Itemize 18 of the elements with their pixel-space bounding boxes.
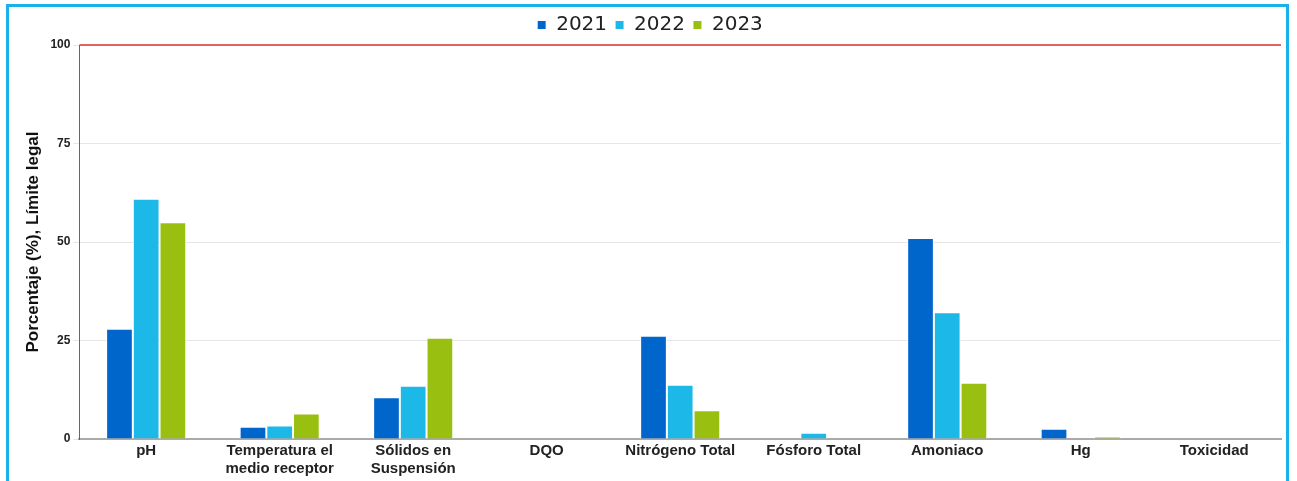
y-tick-label: 75	[57, 135, 71, 150]
legend-label: 2022	[634, 11, 685, 36]
x-tick-label: Sólidos en Suspensión	[370, 441, 456, 477]
y-tick-label: 100	[50, 37, 71, 52]
legend-label: 2021	[556, 11, 608, 36]
x-tick-label: DQO	[529, 441, 565, 459]
x-tick-label: Nitrógeno Total	[625, 441, 736, 459]
x-tick-label: Amoniaco	[910, 441, 984, 459]
y-tick-label: 50	[57, 234, 71, 249]
y-axis-title: Porcentaje (%), Límite legal	[22, 131, 42, 353]
x-tick-label: Hg	[1070, 441, 1091, 459]
y-tick-label: 25	[57, 332, 71, 347]
x-tick-label: Temperatura el medio receptor	[225, 441, 335, 477]
y-tick-label: 0	[63, 431, 71, 446]
x-tick-label: Fósforo Total	[766, 441, 862, 459]
x-tick-label: pH	[136, 441, 157, 459]
legend-label: 2023	[711, 11, 763, 36]
x-tick-label: Toxicidad	[1179, 441, 1249, 459]
